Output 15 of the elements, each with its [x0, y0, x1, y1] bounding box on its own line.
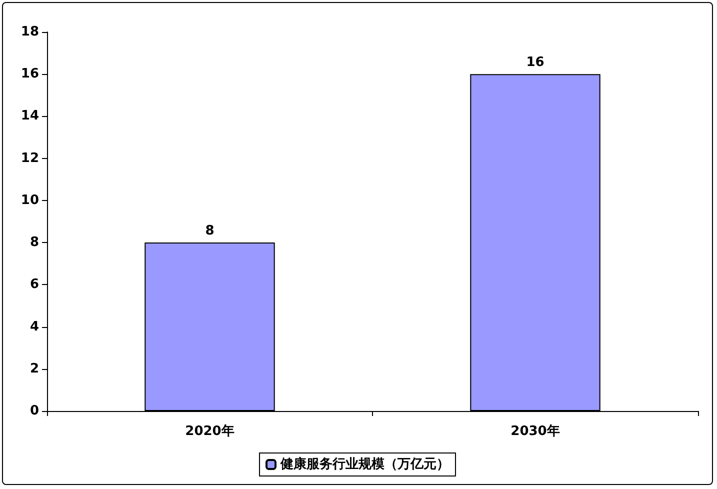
y-tick-label: 16 — [20, 66, 39, 82]
legend-label: 健康服务行业规模（万亿元） — [280, 456, 450, 472]
x-tick-label: 2030年 — [510, 424, 560, 439]
y-tick-label: 4 — [30, 319, 39, 334]
y-tick-label: 0 — [30, 404, 39, 418]
y-tick-label: 12 — [20, 150, 39, 166]
data-label: 8 — [205, 224, 214, 239]
y-tick-label: 8 — [30, 235, 39, 250]
y-tick-label: 14 — [20, 108, 39, 124]
y-tick-label: 2 — [30, 361, 39, 376]
y-tick-label: 6 — [30, 277, 39, 292]
x-tick-label: 2020年 — [185, 424, 234, 439]
y-tick-label: 10 — [20, 192, 39, 208]
y-tick-label: 18 — [20, 24, 39, 40]
data-label: 16 — [526, 55, 544, 70]
